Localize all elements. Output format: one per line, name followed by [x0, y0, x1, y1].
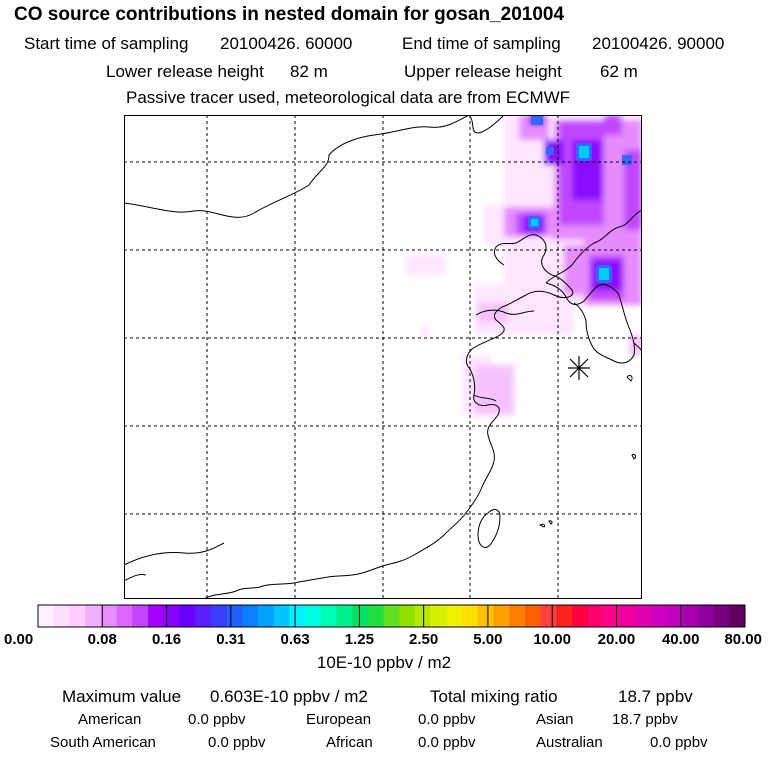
colorbar-cell: [666, 605, 683, 627]
colorbar-cell: [100, 605, 118, 627]
african-label: African: [326, 734, 373, 751]
colorbar-cell: [635, 605, 652, 627]
american-value: 0.0 ppbv: [188, 711, 246, 728]
total-mixing-label: Total mixing ratio: [430, 687, 558, 706]
colorbar-cell: [462, 605, 479, 627]
colorbar-cells: [37, 604, 746, 628]
colorbar-cell: [713, 605, 730, 627]
colorbar-cell: [242, 605, 259, 627]
color-legend: 0.00 0.08 0.16 0.31 0.63 1.25 2.50 5.00 10.00 20.…: [4, 604, 762, 672]
colorbar-cell: [147, 605, 165, 627]
colorbar-cell: [53, 605, 70, 627]
australian-label: Australian: [536, 734, 603, 751]
colorbar-cell: [572, 605, 589, 627]
colorbar-unit: 10E-10 ppbv / m2: [317, 653, 451, 672]
african-value: 0.0 ppbv: [418, 734, 476, 751]
colorbar-cell: [352, 605, 369, 627]
australian-value: 0.0 ppbv: [650, 734, 708, 751]
map-frame: [124, 115, 642, 599]
colorbar-tick-label: 2.50: [409, 631, 438, 648]
colorbar-tick-label: 0.16: [152, 631, 181, 648]
colorbar-cell: [273, 605, 290, 627]
colorbar-cell: [320, 605, 338, 627]
colorbar-cell: [446, 605, 463, 627]
colorbar-cell: [336, 605, 353, 627]
colorbar-cell: [85, 605, 102, 627]
colorbar-cell: [682, 605, 699, 627]
colorbar-tick-label: 80.00: [724, 631, 762, 648]
coastlines: [124, 115, 642, 599]
lower-release-label: Lower release height: [106, 62, 264, 81]
colorbar-cell: [289, 605, 306, 627]
colorbar-cell: [226, 605, 243, 627]
colorbar-cell: [195, 605, 212, 627]
lower-release-value: 82 m: [290, 62, 328, 81]
colorbar-ticks: 0.00 0.08 0.16 0.31 0.63 1.25 2.50 5.00 10.00 20.…: [4, 605, 762, 648]
colorbar-tick-label: 5.00: [473, 631, 502, 648]
colorbar-cell: [132, 605, 149, 627]
colorbar-cell: [399, 605, 416, 627]
start-time-value: 20100426. 60000: [220, 34, 353, 53]
colorbar-cell: [116, 605, 133, 627]
colorbar-cell: [556, 605, 573, 627]
end-time-value: 20100426. 90000: [592, 34, 725, 53]
colorbar-cell: [619, 605, 636, 627]
colorbar-tick-label: 40.00: [662, 631, 700, 648]
lat-lon-grid: [124, 115, 642, 599]
colorbar-cell: [383, 605, 400, 627]
colorbar-cell: [477, 605, 495, 627]
colorbar-tick-label: 10.00: [533, 631, 571, 648]
colorbar-cell: [38, 605, 55, 627]
colorbar-cell: [210, 605, 228, 627]
colorbar-tick-label: 0.00: [4, 631, 33, 648]
south-american-value: 0.0 ppbv: [208, 734, 266, 751]
max-value-label: Maximum value: [62, 687, 182, 706]
colorbar-cell: [430, 605, 447, 627]
start-time-label: Start time of sampling: [24, 34, 189, 53]
colorbar-cell: [367, 605, 385, 627]
colorbar-cell: [540, 605, 557, 627]
colorbar-tick-label: 0.63: [280, 631, 309, 648]
map-plot: [124, 115, 642, 599]
colorbar-cell: [305, 605, 322, 627]
colorbar-tick-label: 1.25: [345, 631, 374, 648]
european-label: European: [306, 711, 372, 728]
colorbar-cell: [69, 605, 86, 627]
max-value: 0.603E-10 ppbv / m2: [210, 687, 368, 706]
end-time-label: End time of sampling: [402, 34, 561, 53]
colorbar-cell: [493, 605, 510, 627]
colorbar-cell: [650, 605, 667, 627]
colorbar-cell: [257, 605, 275, 627]
asian-value: 18.7 ppbv: [612, 711, 678, 728]
european-value: 0.0 ppbv: [418, 711, 476, 728]
colorbar-cell: [603, 605, 620, 627]
colorbar-cell: [729, 605, 746, 627]
colorbar-cell: [587, 605, 605, 627]
colorbar-tick-label: 0.31: [216, 631, 245, 648]
upper-release-value: 62 m: [600, 62, 638, 81]
receptor-star-icon: [568, 356, 590, 380]
asian-label: Asian: [536, 711, 574, 728]
upper-release-label: Upper release height: [404, 62, 562, 81]
colorbar-cell: [179, 605, 196, 627]
tracer-note: Passive tracer used, meteorological data…: [126, 88, 571, 107]
colorbar-cell: [509, 605, 526, 627]
colorbar-cell: [525, 605, 542, 627]
colorbar-cell: [697, 605, 715, 627]
total-mixing-value: 18.7 ppbv: [618, 687, 693, 706]
colorbar-cell: [163, 605, 180, 627]
colorbar-tick-label: 20.00: [598, 631, 636, 648]
south-american-label: South American: [50, 734, 156, 751]
colorbar-tick-label: 0.08: [88, 631, 117, 648]
page-title: CO source contributions in nested domain…: [14, 4, 565, 25]
american-label: American: [78, 711, 142, 728]
